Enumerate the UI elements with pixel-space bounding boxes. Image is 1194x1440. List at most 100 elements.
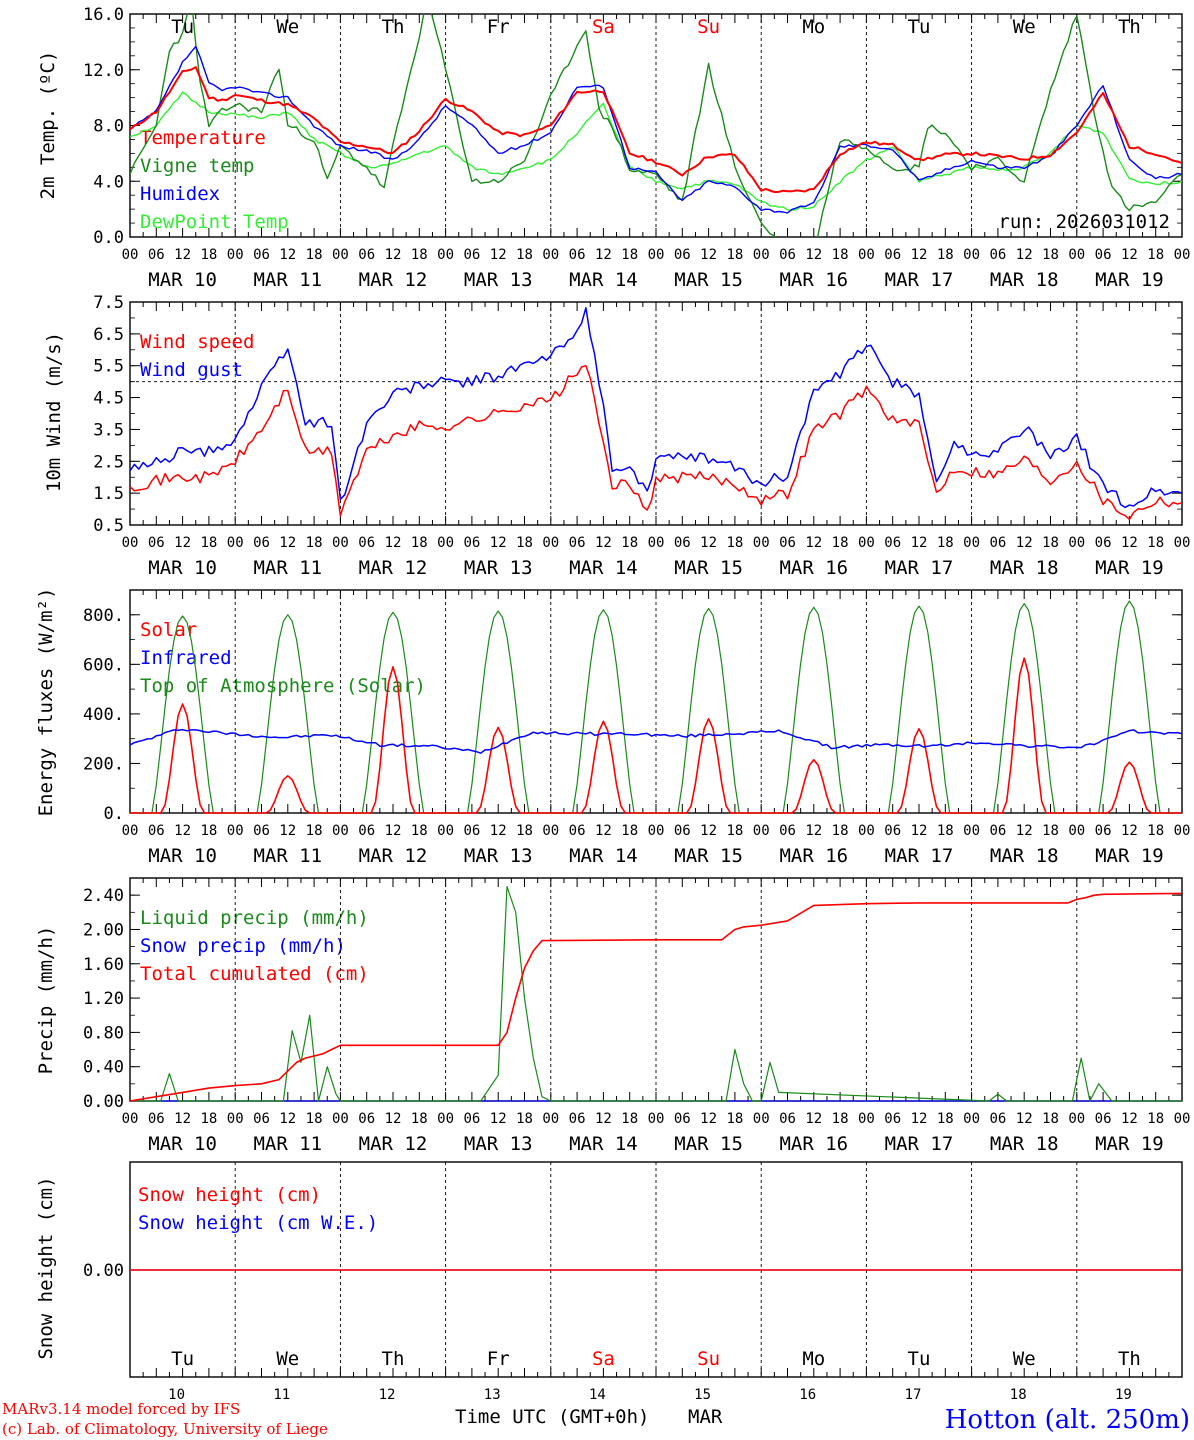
hour-tick-label: 06 (463, 247, 480, 263)
weekday-label: Su (697, 1348, 720, 1370)
hour-tick-label: 18 (516, 823, 533, 839)
day-number-label: 13 (484, 1387, 501, 1403)
hour-tick-label: 18 (937, 247, 954, 263)
hour-tick-label: 06 (253, 247, 270, 263)
hour-tick-label: 06 (989, 535, 1006, 551)
hour-tick-label: 00 (753, 1111, 770, 1127)
hour-tick-label: 12 (1121, 823, 1138, 839)
hour-tick-label: 06 (253, 1111, 270, 1127)
hour-tick-label: 12 (805, 247, 822, 263)
day-number-label: 14 (589, 1387, 606, 1403)
weekday-label: We (276, 16, 299, 38)
y-tick-label: 16.0 (83, 5, 124, 25)
day-number-label: 17 (905, 1387, 922, 1403)
panel-frame-group: 00 06 12 18 00 06 12 18 00 06 12 18 00 06 12 18 00 06 12 18… (122, 589, 1190, 867)
hour-tick-label: 06 (148, 1111, 165, 1127)
hour-tick-label: 00 (122, 823, 139, 839)
y-tick-label: 2.00 (83, 920, 124, 940)
hour-tick-label: 12 (805, 1111, 822, 1127)
hour-tick-label: 18 (1042, 823, 1059, 839)
hour-tick-label: 12 (700, 247, 717, 263)
hour-tick-label: 18 (411, 823, 428, 839)
hour-tick-label: 06 (569, 1111, 586, 1127)
hour-tick-label: 12 (911, 535, 928, 551)
y-tick-label: 600. (83, 655, 124, 675)
hour-tick-label: 06 (1095, 823, 1112, 839)
wind-series-wind-gust (129, 307, 1183, 509)
snow-ylabel: Snow height (cm) (35, 1176, 57, 1359)
hour-tick-label: 18 (516, 247, 533, 263)
y-tick-label: 800. (83, 606, 124, 626)
hour-tick-label: 18 (1042, 535, 1059, 551)
hour-tick-label: 00 (1068, 1111, 1085, 1127)
panel-frame-group: 00 06 12 18 00 06 12 18 00 06 12 18 00 06 12 18 00 06 12 18… (122, 13, 1190, 291)
hour-tick-label: 06 (463, 823, 480, 839)
weekday-label: We (1013, 1348, 1036, 1370)
weekday-label: Fr (487, 16, 510, 38)
wind-ylabel: 10m Wind (m/s) (43, 332, 65, 492)
hour-tick-label: 12 (385, 535, 402, 551)
hour-tick-label: 06 (569, 823, 586, 839)
hour-tick-label: 06 (358, 823, 375, 839)
temp-legend-humidex: Humidex (140, 183, 220, 205)
weekday-label: Tu (908, 16, 931, 38)
hour-tick-label: 00 (227, 247, 244, 263)
date-label: MAR 17 (885, 845, 954, 867)
hour-tick-label: 12 (805, 823, 822, 839)
energy-series-infrared (129, 728, 1183, 754)
hour-tick-label: 12 (174, 247, 191, 263)
hour-tick-label: 00 (648, 535, 665, 551)
y-tick-label: 3.5 (93, 420, 124, 440)
hour-tick-label: 06 (884, 247, 901, 263)
hour-tick-label: 00 (858, 535, 875, 551)
y-tick-label: 1.60 (83, 955, 124, 975)
station-label: Hotton (alt. 250m) (945, 1405, 1190, 1435)
date-label: MAR 16 (779, 269, 848, 291)
hour-tick-label: 18 (937, 823, 954, 839)
hour-tick-label: 12 (174, 823, 191, 839)
date-label: MAR 18 (990, 269, 1059, 291)
credit-line-1: MARv3.14 model forced by IFS (2, 1400, 240, 1418)
hour-tick-label: 06 (884, 1111, 901, 1127)
hour-tick-label: 06 (989, 1111, 1006, 1127)
hour-tick-label: 00 (858, 823, 875, 839)
hour-tick-label: 18 (937, 535, 954, 551)
hour-tick-label: 12 (1016, 247, 1033, 263)
hour-tick-label: 06 (779, 247, 796, 263)
date-label: MAR 14 (569, 557, 638, 579)
hour-tick-label: 18 (411, 535, 428, 551)
day-number-label: 19 (1115, 1387, 1132, 1403)
plot-frame (129, 589, 1183, 814)
day-number-label: 18 (1010, 1387, 1027, 1403)
date-label: MAR 19 (1095, 845, 1164, 867)
hour-tick-label: 12 (911, 823, 928, 839)
hour-tick-label: 18 (832, 823, 849, 839)
hour-tick-label: 12 (490, 247, 507, 263)
hour-tick-label: 06 (1095, 247, 1112, 263)
y-tick-label: 7.5 (93, 293, 124, 313)
hour-tick-label: 18 (832, 535, 849, 551)
hour-tick-label: 12 (174, 1111, 191, 1127)
hour-tick-label: 00 (437, 823, 454, 839)
precip-legend-snow: Snow precip (mm/h) (140, 935, 346, 957)
hour-tick-label: 00 (858, 247, 875, 263)
hour-tick-label: 12 (385, 823, 402, 839)
temp-series-temperature (130, 66, 1182, 194)
hour-tick-label: 12 (595, 823, 612, 839)
snow-legend-we: Snow height (cm W.E.) (138, 1212, 378, 1234)
temp-ylabel: 2m Temp. (ºC) (37, 51, 59, 200)
hour-tick-label: 18 (726, 247, 743, 263)
precip-series-liquid (130, 885, 1182, 1102)
hour-tick-label: 00 (1068, 535, 1085, 551)
date-label: MAR 18 (990, 845, 1059, 867)
hour-tick-label: 00 (437, 535, 454, 551)
hour-tick-label: 06 (674, 1111, 691, 1127)
hour-tick-label: 18 (621, 1111, 638, 1127)
hour-tick-label: 00 (753, 823, 770, 839)
run-label: run: 2026031012 (998, 211, 1170, 233)
date-label: MAR 12 (359, 269, 428, 291)
day-number-label: 11 (273, 1387, 290, 1403)
date-label: MAR 18 (990, 557, 1059, 579)
hour-tick-label: 12 (595, 1111, 612, 1127)
hour-tick-label: 18 (621, 535, 638, 551)
